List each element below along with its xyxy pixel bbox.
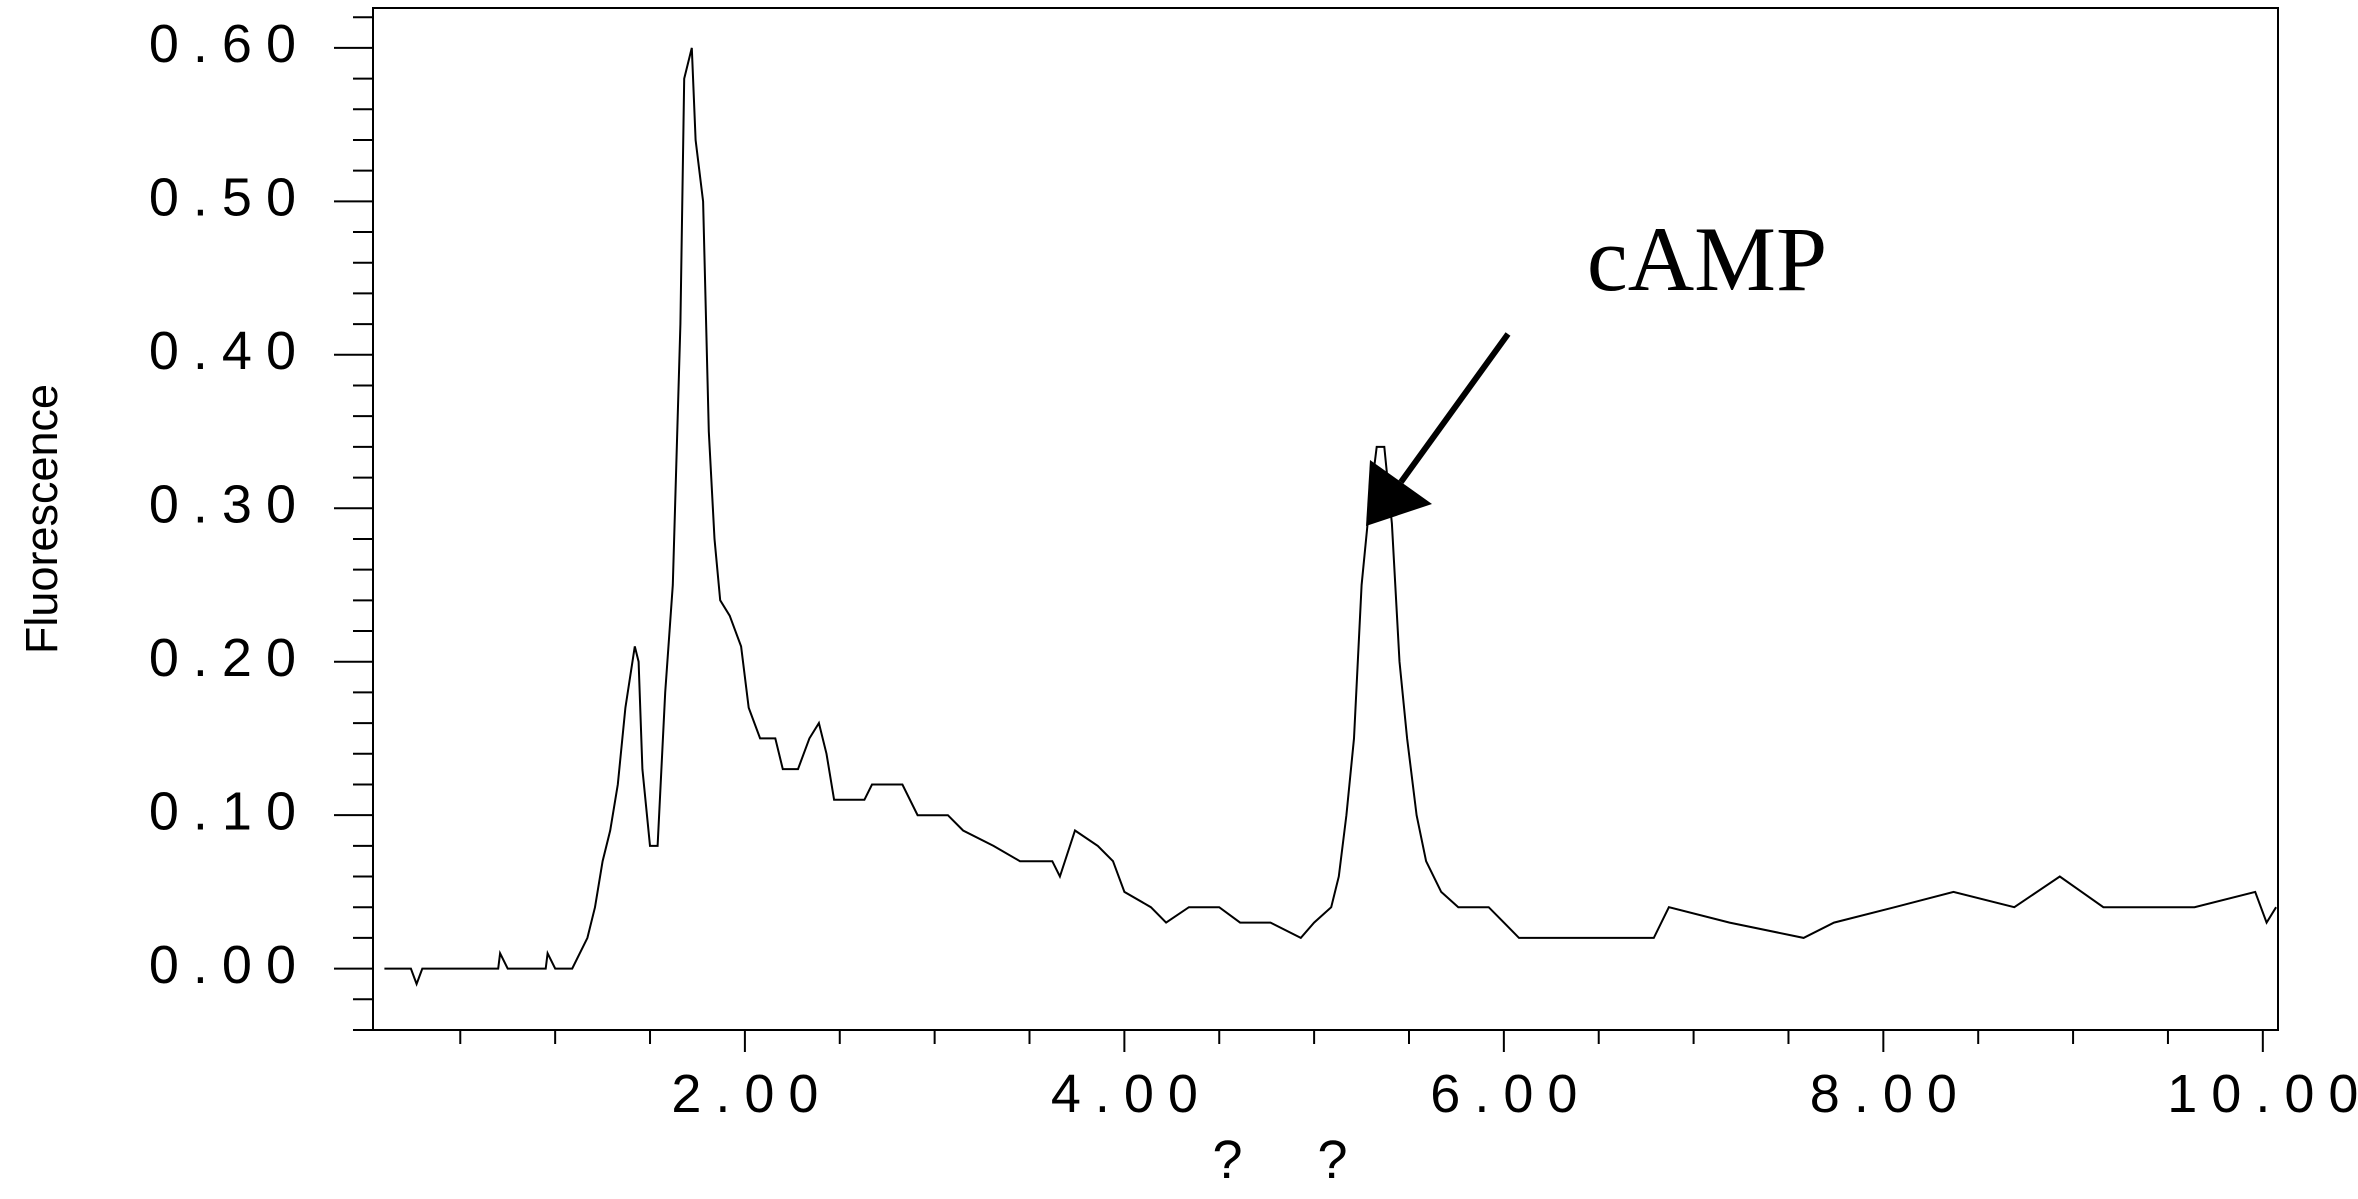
x-tick-label: 2.00: [671, 1064, 832, 1124]
y-tick-label: 0.00: [149, 935, 310, 995]
y-tick-label: 0.20: [149, 628, 310, 688]
x-tick-label: 8.00: [1810, 1064, 1971, 1124]
x-tick-label: 4.00: [1051, 1064, 1212, 1124]
trace: [384, 47, 2277, 987]
x-axis-label: ? ?: [1212, 1130, 1377, 1190]
plot-frame: [372, 7, 2279, 1031]
y-tick-label: 0.60: [149, 14, 310, 74]
y-tick-label: 0.10: [149, 781, 310, 841]
x-tick-label: 10.00: [2167, 1064, 2358, 1124]
x-tick-label: 6.00: [1430, 1064, 1591, 1124]
arrow-head: [1366, 460, 1432, 526]
y-axis-label: Fluorescence: [16, 384, 67, 654]
y-tick-label: 0.30: [149, 475, 310, 535]
y-tick-label: 0.40: [149, 321, 310, 381]
annotation: cAMP: [1587, 208, 1827, 310]
arrow-shaft: [1398, 332, 1511, 484]
y-tick-label: 0.50: [149, 168, 310, 228]
